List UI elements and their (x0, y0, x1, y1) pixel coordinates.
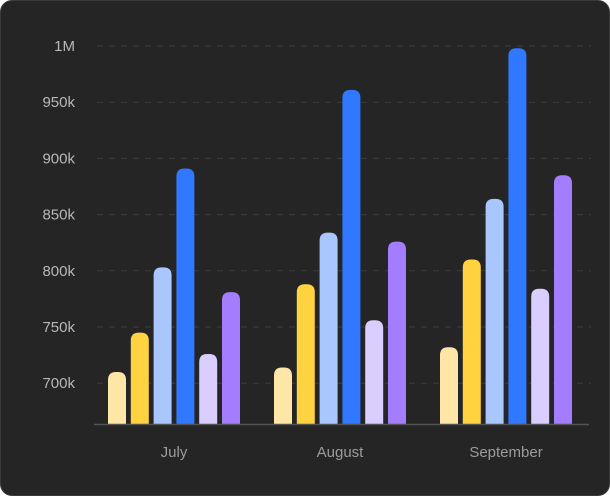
bar-july-5[interactable] (199, 353, 218, 424)
y-tick-label: 900k (42, 150, 75, 167)
bar-july-1[interactable] (108, 371, 126, 424)
y-tick-label: 750k (42, 319, 75, 336)
x-category-label: July (161, 444, 188, 461)
bar-august-3[interactable] (319, 232, 338, 424)
bar-august-6[interactable] (388, 241, 406, 424)
y-tick-label: 700k (42, 375, 75, 392)
bar-july-3[interactable] (153, 267, 172, 424)
bar-july-4[interactable] (176, 168, 195, 424)
bar-july-2[interactable] (130, 332, 149, 424)
y-tick-label: 1M (54, 38, 75, 55)
bar-august-2[interactable] (296, 284, 315, 424)
bar-september-5[interactable] (531, 288, 550, 424)
x-category-label: September (469, 444, 542, 461)
bar-august-5[interactable] (365, 320, 384, 424)
y-tick-label: 800k (42, 263, 75, 280)
x-axis-category-labels: July August September (161, 444, 543, 461)
x-category-label: August (317, 444, 365, 461)
bar-august-1[interactable] (274, 367, 292, 424)
y-axis-tick-labels: 700k 750k 800k 850k 900k 950k 1M (42, 38, 75, 392)
bars (108, 48, 572, 425)
bar-september-6[interactable] (554, 175, 572, 424)
y-tick-label: 850k (42, 207, 75, 224)
bar-september-2[interactable] (462, 259, 481, 424)
bar-september-3[interactable] (485, 198, 504, 424)
bar-august-4[interactable] (342, 89, 361, 424)
bar-september-1[interactable] (440, 347, 458, 424)
bar-september-4[interactable] (508, 48, 527, 425)
y-tick-label: 950k (42, 94, 75, 111)
bar-july-6[interactable] (222, 292, 240, 424)
